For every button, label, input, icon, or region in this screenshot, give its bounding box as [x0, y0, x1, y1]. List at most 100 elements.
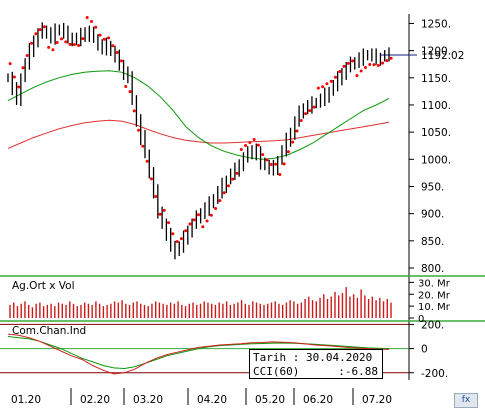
sar-dot [256, 143, 260, 147]
sar-dot [179, 237, 183, 241]
sar-dot [304, 112, 308, 116]
sar-dot [226, 184, 230, 188]
sar-dot [321, 85, 325, 89]
price-tick-label: 900. [421, 209, 444, 221]
sar-dot [359, 69, 363, 73]
sar-dot [85, 15, 89, 19]
tooltip-cci-label: CCI(60) [253, 365, 300, 378]
cci-signal-line [7, 336, 390, 370]
sar-dot [38, 28, 42, 32]
sar-dot [171, 232, 175, 236]
sar-dot [81, 37, 85, 41]
sar-dot [55, 40, 59, 44]
sar-dot [316, 86, 320, 90]
sar-dot [21, 66, 25, 70]
sar-dot [115, 51, 119, 55]
moving-average-long [7, 119, 390, 149]
sar-dot [274, 162, 278, 166]
cci-line [7, 333, 390, 375]
volume-tick-label: 30. Mr [418, 278, 451, 289]
sar-dot [25, 54, 29, 57]
x-tick-label: 05.20 [255, 394, 285, 406]
sar-dot [17, 85, 21, 89]
sar-dot [235, 171, 239, 175]
sar-dot [291, 140, 295, 144]
sar-dot [286, 150, 290, 154]
price-tick-label: 1100. [421, 100, 451, 112]
cci-title: Com.Chan.Ind [12, 325, 86, 337]
sar-dot [252, 137, 256, 141]
sar-dot [184, 229, 188, 233]
sar-dot [329, 79, 333, 83]
sar-dot [282, 162, 286, 166]
sar-dot [244, 143, 248, 147]
sar-dot [154, 195, 158, 199]
formula-icon: fx [461, 395, 471, 405]
x-tick-label: 07.20 [362, 394, 392, 406]
cci-tick-label: -200. [421, 368, 448, 380]
sar-dot [385, 59, 389, 63]
price-tick-label: 1150. [421, 73, 451, 85]
sar-dot [89, 20, 93, 24]
price-tick-label: 850. [421, 236, 444, 248]
sar-dot [342, 64, 346, 68]
tooltip-date: Tarih : 30.04.2020 [253, 351, 373, 364]
x-tick-label: 04.20 [197, 394, 227, 406]
sar-dot [107, 36, 111, 40]
sar-dot [137, 128, 141, 132]
sar-dot [98, 33, 102, 37]
sar-dot [231, 177, 235, 181]
sar-dot [209, 213, 213, 217]
sar-dot [12, 75, 16, 79]
sar-dot [222, 191, 226, 195]
sar-dot [68, 42, 72, 46]
sar-dot [60, 37, 64, 41]
sar-dot [102, 37, 106, 41]
sar-dot [188, 222, 192, 226]
sar-dot [368, 62, 372, 66]
formula-button[interactable]: fx [454, 393, 478, 408]
sar-dot [119, 59, 123, 63]
sar-dot [205, 219, 209, 223]
sar-dot [381, 61, 385, 65]
sar-dot [175, 240, 179, 244]
crosshair-tooltip: Tarih : 30.04.2020 CCI(60) :-6.88 [249, 349, 383, 379]
sar-dot [124, 84, 128, 88]
cci-tick-label: 0 [421, 344, 428, 356]
sar-dot [94, 25, 98, 29]
price-tick-label: 950. [421, 181, 444, 193]
sar-dot [162, 208, 166, 212]
sar-dot [389, 56, 393, 60]
sar-dot [376, 64, 380, 68]
sar-dot [355, 74, 359, 78]
sar-dot [47, 45, 51, 49]
sar-dot [128, 90, 132, 94]
sar-dot [248, 140, 252, 144]
sar-dot [64, 40, 68, 44]
price-tick-label: 1050. [421, 127, 451, 139]
sar-dot [333, 75, 337, 79]
x-tick-label: 02.20 [80, 394, 110, 406]
sar-dot [197, 213, 200, 217]
sar-dot [30, 41, 34, 45]
x-tick-label: 03.20 [133, 394, 163, 406]
sar-dot [218, 199, 222, 203]
sar-dot [51, 48, 55, 52]
sar-dot [372, 63, 376, 67]
volume-title: Ag.Ort x Vol [12, 280, 74, 292]
cci-tick-label: 200. [421, 319, 444, 331]
sar-dot [214, 206, 218, 210]
sar-dot [132, 109, 136, 113]
volume-tick-label: 20. Mr [418, 290, 451, 301]
sar-dot [111, 44, 115, 48]
sar-dot [77, 43, 81, 47]
sar-dot [338, 70, 342, 74]
price-tick-label: 1000. [421, 154, 451, 166]
sar-dot [201, 225, 205, 229]
volume-tick-label: 0 [418, 314, 424, 325]
sar-dot [42, 25, 46, 29]
sar-dot [346, 61, 350, 65]
sar-dot [278, 173, 282, 177]
x-tick-label: 01.20 [11, 394, 41, 406]
